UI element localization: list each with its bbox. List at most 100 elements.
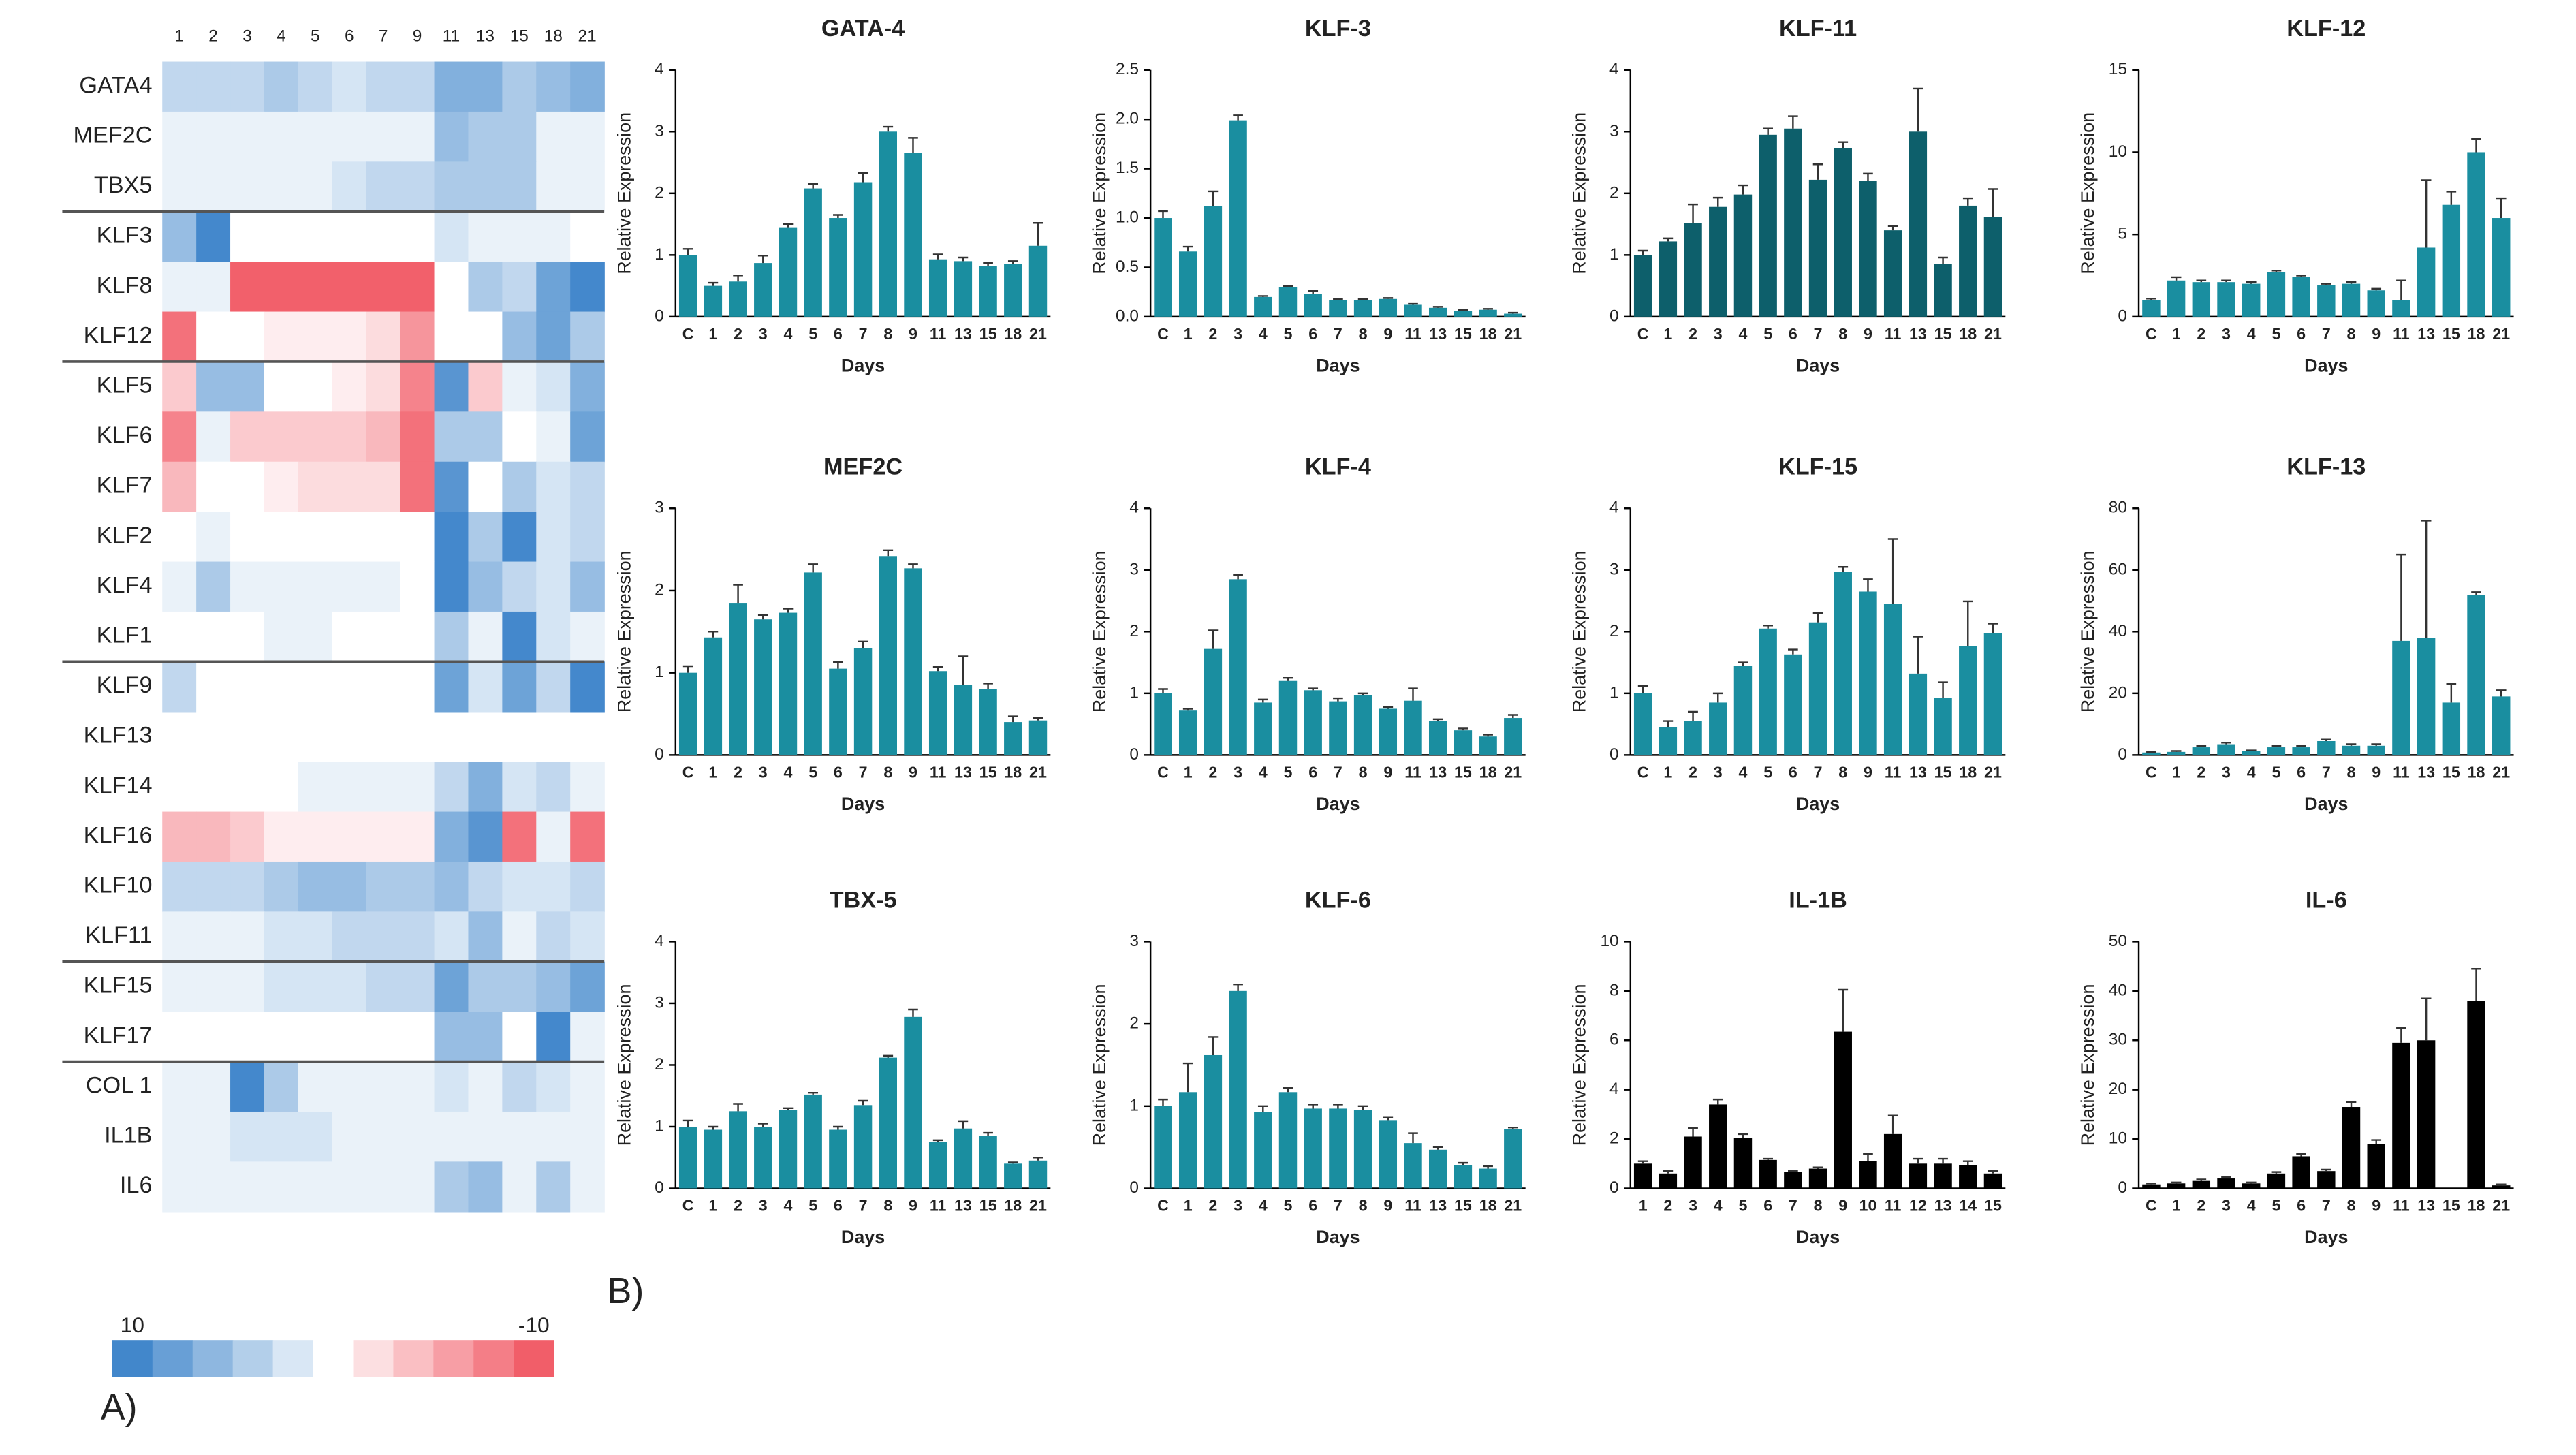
bar: [1934, 264, 1952, 317]
heatmap-cell: [332, 611, 367, 663]
x-tick-label: 18: [1004, 1197, 1022, 1215]
heatmap-cell: [570, 1111, 605, 1163]
column-label: 6: [345, 27, 354, 45]
heatmap-cell: [332, 1161, 367, 1212]
y-tick-label: 0: [1609, 307, 1619, 325]
error-bar: [808, 1091, 819, 1095]
error-bar: [2271, 270, 2282, 272]
heatmap-cell: [162, 861, 197, 913]
bar: [2317, 1171, 2336, 1189]
x-tick-label: 18: [2468, 325, 2485, 343]
heatmap-cell: [468, 961, 503, 1012]
x-tick-label: 21: [1504, 1197, 1522, 1215]
bar: [1204, 1054, 1223, 1189]
error-bar: [1383, 706, 1394, 709]
x-tick-label: 8: [1814, 1197, 1823, 1215]
error-bar: [1483, 1165, 1493, 1169]
bar: [1154, 218, 1172, 317]
heatmap-cell: [196, 311, 231, 362]
x-tick-label: 11: [930, 325, 947, 343]
x-tick-label: 9: [1383, 763, 1392, 781]
x-axis-label: Days: [2304, 1227, 2348, 1247]
error-bar: [1158, 688, 1168, 693]
row-label: KLF8: [97, 272, 153, 298]
bar: [779, 227, 798, 317]
x-tick-label: 11: [2393, 1197, 2410, 1215]
heatmap-cell: [366, 1161, 401, 1212]
bar: [704, 637, 723, 755]
bar: [754, 619, 772, 755]
heatmap-cell: [434, 611, 469, 663]
heatmap-cell: [196, 61, 231, 112]
x-tick-label: 3: [759, 763, 768, 781]
heatmap-cell: [502, 61, 537, 112]
heatmap-cell: [468, 61, 503, 112]
bar: [779, 1110, 798, 1189]
heatmap-cell: [298, 661, 333, 713]
error-bar: [983, 683, 993, 689]
x-tick-label: 3: [2222, 1197, 2231, 1215]
error-bar: [1182, 1062, 1193, 1093]
bar: [1959, 1165, 1977, 1189]
heatmap-cell: [400, 361, 435, 413]
bar: [2292, 747, 2310, 755]
heatmap-cell: [366, 661, 401, 713]
error-bar: [2196, 279, 2207, 283]
bar: [1229, 120, 1247, 317]
heatmap-cell: [196, 861, 231, 913]
y-tick-label: 2: [655, 183, 664, 202]
y-tick-label: 0: [2118, 1178, 2127, 1197]
error-bar: [2196, 1178, 2207, 1181]
error-bar: [708, 281, 719, 286]
error-bar: [1283, 1087, 1293, 1093]
x-tick-label: 3: [1714, 763, 1723, 781]
x-tick-label: 9: [1864, 763, 1872, 781]
x-tick-label: 2: [734, 763, 742, 781]
error-bar: [1458, 1161, 1468, 1165]
heatmap-cell: [230, 61, 265, 112]
heatmap-cell: [332, 561, 367, 612]
heatmap-cell: [162, 211, 197, 262]
x-tick-label: 6: [2297, 1197, 2306, 1215]
error-bar: [1788, 115, 1798, 129]
x-tick-label: 6: [1308, 325, 1317, 343]
bar: [2192, 1180, 2211, 1189]
heatmap-cell: [536, 961, 571, 1012]
x-tick-label: 9: [1383, 325, 1392, 343]
row-label: KLF1: [97, 623, 153, 648]
error-bar: [1988, 623, 1998, 633]
bar: [1404, 700, 1422, 755]
bar: [1428, 307, 1447, 317]
heatmap-cell: [298, 61, 333, 112]
x-tick-label: 9: [1383, 1197, 1392, 1215]
y-tick-label: 2: [655, 580, 664, 599]
heatmap-cell: [434, 861, 469, 913]
heatmap-cell: [570, 361, 605, 413]
heatmap-cell: [570, 861, 605, 913]
heatmap-cell: [570, 161, 605, 213]
error-bar: [2146, 298, 2156, 300]
y-tick-label: 0: [655, 745, 664, 764]
error-bar: [908, 1008, 918, 1017]
heatmap-cell: [230, 211, 265, 262]
heatmap-cell: [400, 1161, 435, 1212]
bar: [1353, 300, 1372, 317]
error-bar: [2471, 591, 2481, 595]
heatmap-cell: [332, 661, 367, 713]
heatmap-cell: [502, 961, 537, 1012]
bar: [804, 188, 822, 317]
y-tick-label: 40: [2109, 622, 2127, 640]
bar: [1379, 298, 1398, 317]
bar: [1759, 134, 1777, 317]
heatmap-cell: [162, 1012, 197, 1063]
bar: [2242, 1183, 2261, 1189]
x-tick-label: 8: [883, 1197, 892, 1215]
x-tick-label: C: [2146, 1197, 2157, 1215]
heatmap-cell: [366, 262, 401, 313]
bar: [2492, 218, 2511, 317]
error-bar: [1788, 1170, 1798, 1172]
y-tick-label: 0: [1129, 745, 1139, 764]
heatmap-cell: [332, 211, 367, 262]
heatmap-cell: [502, 1061, 537, 1112]
error-bar: [2296, 275, 2306, 277]
